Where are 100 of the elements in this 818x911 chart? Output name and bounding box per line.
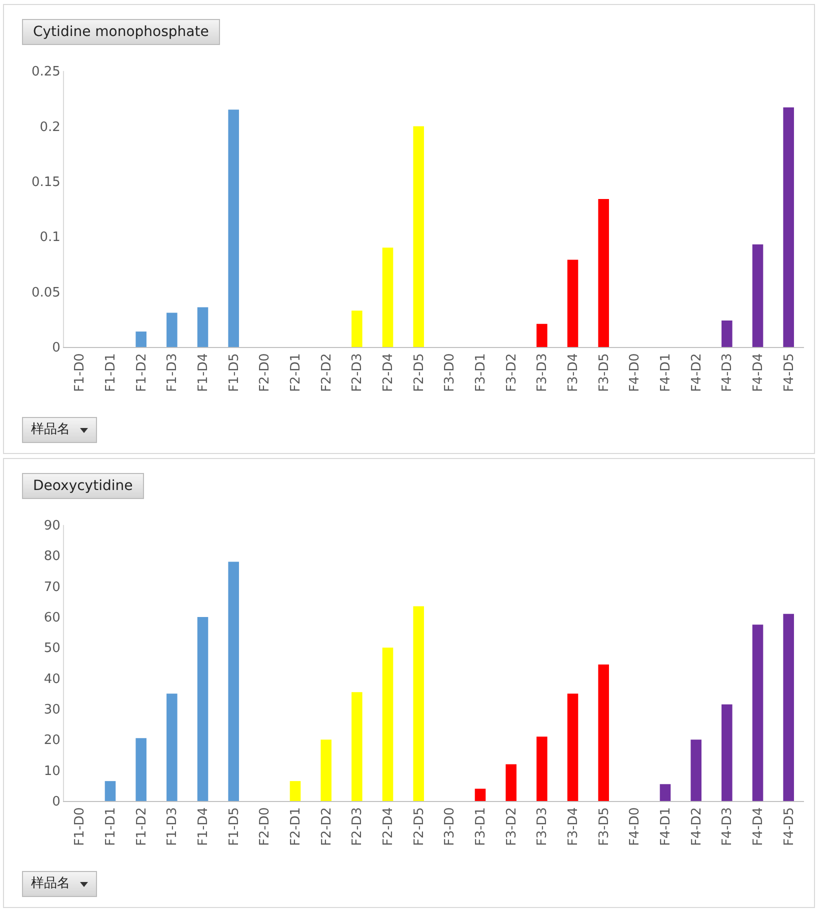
bar [320, 740, 332, 801]
x-tick-label: F1-D1 [103, 353, 118, 392]
y-tick-label: 0.1 [40, 230, 60, 246]
x-tick-label: F3-D3 [535, 353, 550, 392]
bar [136, 738, 146, 801]
bar [660, 784, 671, 801]
bar [783, 614, 794, 801]
bar [290, 781, 301, 801]
x-tick-label: F3-D4 [566, 353, 581, 392]
x-tick-label: F1-D3 [165, 353, 180, 392]
x-tick-label: F4-D0 [628, 353, 643, 392]
bar [382, 648, 394, 801]
x-tick-label: F2-D3 [350, 807, 366, 846]
bar [506, 764, 516, 801]
y-tick-label: 10 [44, 764, 60, 779]
bar [567, 694, 578, 801]
x-tick-label: F2-D4 [380, 807, 396, 846]
bar [166, 312, 178, 347]
x-tick-label: F2-D4 [380, 353, 396, 392]
x-tick-label: F3-D1 [473, 807, 488, 846]
x-tick-label: F2-D1 [288, 807, 304, 846]
y-tick-label: 90 [44, 518, 60, 534]
bar [197, 307, 208, 347]
x-tick-label: F2-D2 [319, 807, 334, 846]
y-tick-label: 50 [44, 641, 60, 656]
y-tick-label: 30 [44, 702, 60, 718]
y-tick-label: 60 [44, 610, 60, 626]
x-tick-label: F3-D2 [504, 807, 520, 846]
x-tick-label: F3-D1 [473, 353, 488, 392]
x-tick-label: F4-D5 [782, 353, 797, 392]
x-tick-label: F4-D5 [782, 807, 797, 846]
bar [104, 781, 116, 801]
bar [536, 736, 548, 801]
x-tick-label: F1-D0 [72, 807, 88, 846]
bar [228, 562, 239, 801]
x-tick-label: F3-D3 [535, 807, 550, 846]
bar [136, 332, 146, 347]
x-tick-label: F3-D4 [566, 807, 581, 846]
y-tick-label: 0.15 [31, 174, 60, 190]
x-tick-label: F4-D4 [750, 807, 766, 846]
x-tick-label: F1-D3 [165, 807, 180, 846]
x-tick-label: F1-D4 [196, 353, 211, 392]
y-tick-label: 80 [44, 549, 60, 564]
bar [352, 692, 362, 801]
bar [413, 126, 424, 347]
x-tick-label: F1-D5 [226, 807, 242, 846]
x-tick-label: F2-D5 [412, 353, 427, 392]
chart-title: Cytidine monophosphate [22, 19, 220, 45]
x-tick-label: F2-D0 [258, 353, 273, 392]
y-tick-label: 0 [52, 340, 60, 356]
bar [197, 617, 208, 801]
x-tick-label: F3-D2 [504, 353, 520, 392]
bar [413, 606, 424, 801]
x-tick-label: F1-D4 [196, 807, 211, 846]
x-tick-label: F1-D2 [134, 807, 150, 846]
bar [474, 788, 486, 801]
bar [228, 110, 239, 347]
x-tick-label: F2-D3 [350, 353, 366, 392]
chart-title: Deoxycytidine [22, 473, 144, 499]
bar [752, 624, 764, 801]
bar [567, 260, 578, 347]
x-tick-label: F1-D0 [72, 353, 88, 392]
x-tick-label: F4-D3 [720, 807, 736, 846]
x-tick-label: F4-D1 [658, 807, 674, 846]
text: 样品名 [31, 421, 70, 439]
bar [783, 107, 794, 347]
x-tick-label: F1-D5 [226, 353, 242, 392]
y-tick-label: 40 [44, 672, 60, 687]
y-tick-label: 20 [44, 733, 60, 748]
text: 样品名 [31, 875, 70, 893]
x-tick-label: F2-D1 [288, 353, 304, 392]
bar [752, 244, 764, 347]
x-tick-label: F3-D5 [596, 353, 612, 392]
x-tick-label: F2-D2 [319, 353, 334, 392]
x-tick-label: F3-D0 [442, 353, 458, 392]
x-tick-label: F3-D0 [442, 807, 458, 846]
bar [722, 320, 732, 347]
bar [166, 694, 178, 801]
x-tick-label: F1-D1 [103, 807, 118, 846]
x-tick-label: F4-D3 [720, 353, 736, 392]
bar [598, 199, 609, 347]
x-tick-label: F4-D0 [628, 807, 643, 846]
bar [382, 248, 394, 347]
x-tick-label: F2-D0 [258, 807, 273, 846]
x-tick-label: F3-D5 [596, 807, 612, 846]
x-tick-label: F1-D2 [134, 353, 150, 392]
y-tick-label: 70 [44, 580, 60, 595]
bar [536, 324, 548, 347]
x-tick-label: F2-D5 [412, 807, 427, 846]
x-tick-label: F4-D4 [750, 353, 766, 392]
x-tick-label: F4-D2 [689, 353, 704, 392]
bar [690, 740, 702, 801]
x-tick-label: F4-D2 [689, 807, 704, 846]
y-tick-label: 0.2 [40, 120, 60, 135]
bar [722, 704, 732, 801]
y-tick-label: 0 [52, 794, 60, 810]
y-tick-label: 0.25 [31, 64, 60, 80]
bar [598, 664, 609, 801]
y-tick-label: 0.05 [31, 285, 60, 300]
bar [352, 310, 362, 347]
